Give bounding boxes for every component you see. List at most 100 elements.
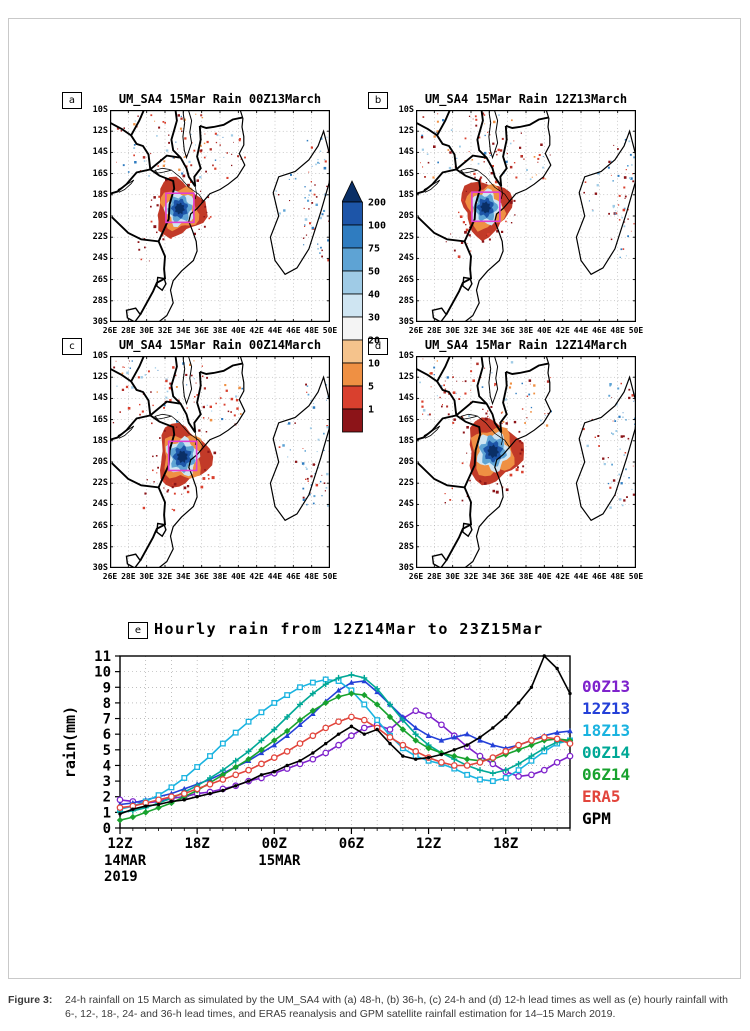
map-lon-tick-label: 36E <box>500 326 515 335</box>
map-lat-tick-label: 18S <box>92 435 108 446</box>
y-tick-label: 2 <box>103 790 111 806</box>
legend-item-18Z13: 18Z13 <box>582 721 631 740</box>
colorbar-arrow <box>341 180 363 203</box>
chart-title: Hourly rain from 12Z14Mar to 23Z15Mar <box>154 620 544 638</box>
map-lat-tick-label: 22S <box>92 478 108 489</box>
map-lat-tick-label: 12S <box>398 126 414 137</box>
y-tick-label: 7 <box>103 712 111 728</box>
map-lat-tick-label: 28S <box>92 541 108 552</box>
map-lon-tick-label: 42E <box>249 326 264 335</box>
y-tick-label: 10 <box>94 665 111 681</box>
map-lat-tick-label: 24S <box>92 253 108 264</box>
map-lat-tick-label: 26S <box>398 274 414 285</box>
map-lon-tick-label: 38E <box>212 326 228 335</box>
map-lon-tick-label: 38E <box>212 572 228 581</box>
map-lon-tick-label: 48E <box>304 326 319 335</box>
map-lon-tick-label: 34E <box>482 572 497 581</box>
figure-caption-text: 24-h rainfall on 15 March as simulated b… <box>65 994 728 1020</box>
map-lon-tick-label: 46E <box>592 572 607 581</box>
legend-item-06Z14: 06Z14 <box>582 765 631 784</box>
storm-rain-blob <box>152 422 217 495</box>
y-tick-label: 8 <box>103 696 111 712</box>
rain-speckles <box>112 360 330 512</box>
panel-title-a: UM_SA4 15Mar Rain 00Z13March <box>118 92 322 106</box>
map-lon-tick-label: 50E <box>628 326 644 335</box>
map-lon-tick-label: 28E <box>427 326 442 335</box>
colorbar-segment <box>342 270 363 295</box>
colorbar-tick-label: 100 <box>368 221 386 232</box>
map-lon-tick-label: 40E <box>231 326 246 335</box>
map-lon-tick-label: 44E <box>573 326 589 335</box>
map-lon-tick-label: 26E <box>102 326 118 335</box>
colorbar-tick-label: 30 <box>368 313 380 324</box>
map-lat-tick-label: 16S <box>398 168 414 179</box>
map-lat-tick-label: 30S <box>92 563 108 573</box>
y-tick-label: 0 <box>103 821 111 837</box>
map-lat-tick-label: 24S <box>92 499 108 510</box>
panel-letter-e: e <box>128 622 148 639</box>
map-lat-tick-label: 12S <box>92 126 108 137</box>
series-06Z14 <box>116 690 574 824</box>
map-lat-tick-label: 10S <box>398 351 414 361</box>
colorbar-tick-label: 40 <box>368 290 380 301</box>
map-lon-tick-label: 38E <box>518 572 534 581</box>
map-a-svg <box>110 110 330 322</box>
colorbar-segment <box>342 385 363 410</box>
panel-letter-b: b <box>368 92 388 109</box>
map-lat-tick-label: 24S <box>398 499 414 510</box>
map-lat-tick-label: 28S <box>398 295 414 306</box>
map-lon-tick-label: 40E <box>537 326 552 335</box>
panel-letter-c: c <box>62 338 82 355</box>
map-lat-tick-label: 14S <box>92 393 108 404</box>
map-lon-tick-label: 30E <box>445 572 460 581</box>
map-lat-tick-label: 30S <box>398 563 414 573</box>
map-graticule <box>110 110 330 322</box>
colorbar-segment <box>342 201 363 226</box>
map-lat-tick-label: 10S <box>92 105 108 115</box>
colorbar-svg: 200 100 75 50 40 30 20 10 5 1 <box>341 180 386 433</box>
map-lon-tick-label: 44E <box>573 572 589 581</box>
coastlines-and-borders <box>110 356 330 568</box>
map-lat-tick-label: 26S <box>92 274 108 285</box>
colorbar-tick-label: 200 <box>368 198 386 209</box>
map-lat-tick-label: 14S <box>398 147 414 158</box>
map-lon-tick-label: 26E <box>408 326 424 335</box>
map-lon-tick-label: 32E <box>463 326 479 335</box>
chart-legend: 00Z13 12Z13 18Z13 00Z14 06Z14 ERA5 GPM <box>582 676 630 830</box>
nested-domain-box <box>471 191 501 223</box>
x-tick-label: 12Z <box>416 836 441 852</box>
map-lon-tick-label: 28E <box>121 572 136 581</box>
colorbar-segment <box>342 362 363 387</box>
map-lon-tick-label: 32E <box>157 326 173 335</box>
colorbar-tick-label: 1 <box>368 405 374 416</box>
x-tick-sublabel: 15MAR <box>258 853 301 869</box>
legend-item-00Z14: 00Z14 <box>582 743 631 762</box>
map-lat-tick-label: 20S <box>92 457 108 467</box>
map-lon-tick-label: 28E <box>121 326 136 335</box>
map-lon-tick-label: 34E <box>482 326 497 335</box>
map-graticule <box>416 356 636 568</box>
map-panel-c: c UM_SA4 15Mar Rain 00Z14March 10S 12S 14S… <box>60 336 360 588</box>
map-lat-tick-label: 30S <box>398 317 414 327</box>
rain-colorbar: 200 100 75 50 40 30 20 10 5 1 <box>341 180 412 440</box>
figure-caption: Figure 3: 24-h rainfall on 15 March as s… <box>8 994 742 1021</box>
map-lat-tick-label: 20S <box>398 211 414 221</box>
map-lat-tick-label: 30S <box>92 317 108 327</box>
panel-letter-a: a <box>62 92 82 109</box>
y-tick-label: 1 <box>103 805 111 821</box>
y-tick-label: 4 <box>103 758 111 774</box>
map-lat-tick-label: 22S <box>398 232 414 243</box>
map-lon-tick-label: 26E <box>408 572 424 581</box>
map-lat-tick-label: 16S <box>92 414 108 425</box>
panel-letter-d: d <box>368 338 388 355</box>
map-lat-tick-label: 14S <box>92 147 108 158</box>
map-lon-tick-label: 36E <box>194 572 209 581</box>
nested-domain-box <box>165 192 195 224</box>
map-b-svg <box>416 110 636 322</box>
figure-border <box>8 18 741 979</box>
map-lon-tick-label: 46E <box>592 326 607 335</box>
x-tick-sublabel: 14MAR <box>104 853 147 869</box>
y-tick-label: 3 <box>103 774 111 790</box>
map-lat-tick-label: 14S <box>398 393 414 404</box>
